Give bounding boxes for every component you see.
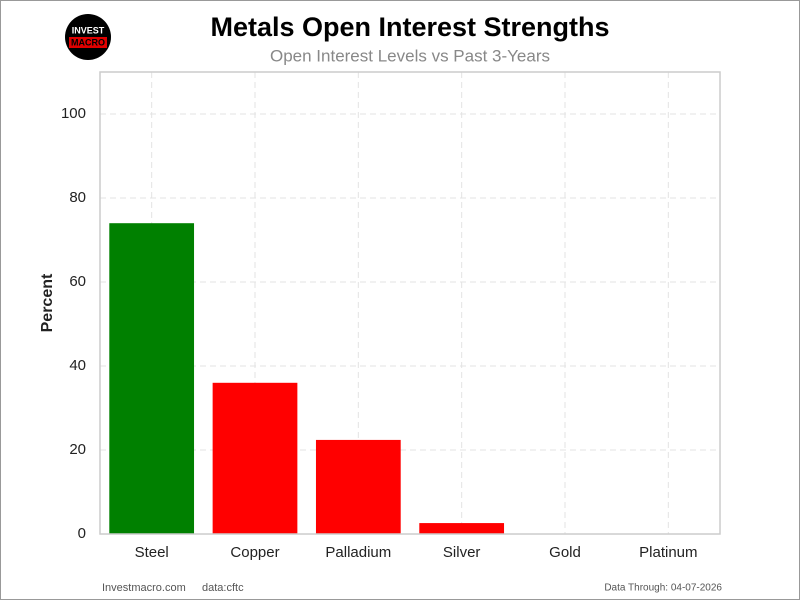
bar xyxy=(419,523,505,534)
x-tick-label: Palladium xyxy=(325,544,391,561)
logo-text: INVEST xyxy=(72,25,105,35)
logo-band xyxy=(69,37,107,48)
bar xyxy=(212,382,298,534)
footer-source: data:cftc xyxy=(202,582,244,594)
y-tick-label: 60 xyxy=(69,273,86,290)
x-tick-label: Copper xyxy=(230,544,279,561)
x-tick-label: Gold xyxy=(549,544,581,561)
logo-text: MACRO xyxy=(71,37,105,47)
x-tick-label: Silver xyxy=(443,544,481,561)
y-tick-label: 40 xyxy=(69,357,86,374)
y-axis-label: Percent xyxy=(39,273,56,332)
y-tick-label: 0 xyxy=(78,525,86,542)
footer-site: Investmacro.com xyxy=(102,582,186,594)
y-tick-label: 80 xyxy=(69,189,86,206)
y-tick-label: 20 xyxy=(69,441,86,458)
x-tick-label: Steel xyxy=(135,544,169,561)
x-tick-label: Platinum xyxy=(639,544,697,561)
footer-date: Data Through: 04-07-2026 xyxy=(604,583,722,594)
bar xyxy=(315,439,401,534)
bar xyxy=(109,223,195,534)
chart-title: Metals Open Interest Strengths xyxy=(210,12,609,42)
chart-subtitle: Open Interest Levels vs Past 3-Years xyxy=(270,46,550,65)
y-tick-label: 100 xyxy=(61,105,86,122)
plot-frame xyxy=(99,71,721,535)
